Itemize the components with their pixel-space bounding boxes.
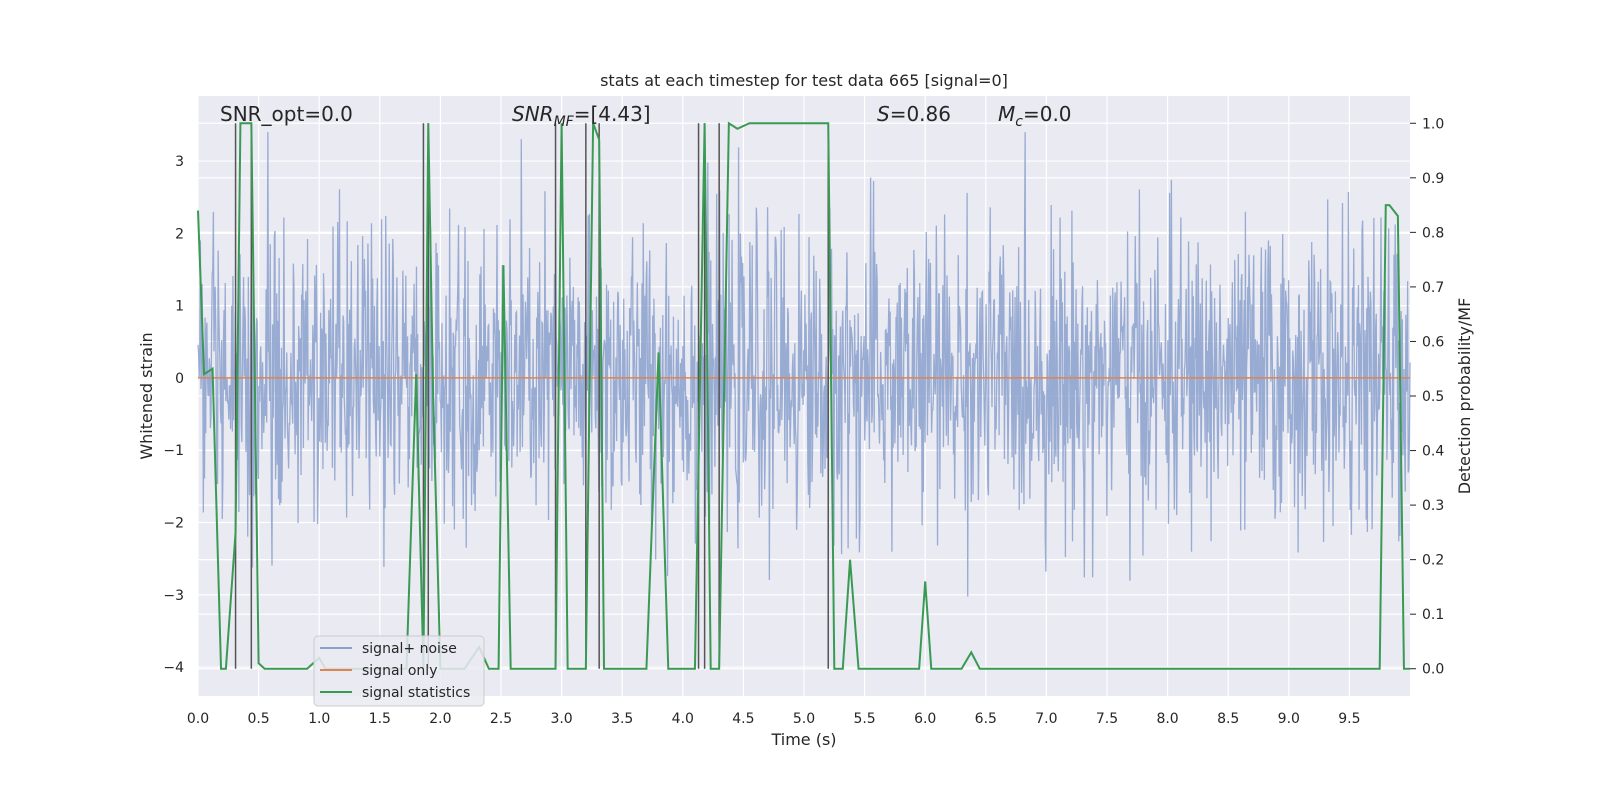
legend: signal+ noise signal only signal statist… — [313, 635, 485, 707]
annotation-snr-mf: SNRMF=[4.43] — [512, 102, 651, 130]
y-tick-label: 0 — [175, 371, 184, 387]
y2-tick-label: 0.5 — [1422, 389, 1444, 405]
y2-tick-label: 0.4 — [1422, 444, 1444, 460]
y2-ticks: 1.0 0.9 0.8 0.7 0.6 0.5 0.4 0.3 0.2 0.1 0.0 — [1410, 116, 1444, 678]
mc-sub: c — [1015, 114, 1023, 130]
x-tick-label: 9.0 — [1278, 711, 1300, 727]
x-tick-label: 1.0 — [308, 711, 330, 727]
snr-mf-base: SNR — [512, 102, 554, 126]
y2-axis-label: Detection probability/MF — [1455, 298, 1474, 495]
y-tick-label: −2 — [163, 516, 184, 532]
chart-title: stats at each timestep for test data 665… — [600, 71, 1008, 90]
x-tick-label: 1.5 — [369, 711, 391, 727]
annotation-s: S=0.86 — [877, 102, 951, 126]
x-tick-label: 2.0 — [429, 711, 451, 727]
x-tick-label: 7.0 — [1035, 711, 1057, 727]
x-tick-label: 0.5 — [247, 711, 269, 727]
x-tick-label: 5.5 — [853, 711, 875, 727]
legend-label-signal-statistics: signal statistics — [362, 685, 470, 701]
y-ticks: 3 2 1 0 −1 −2 −3 −4 — [163, 154, 184, 676]
y2-tick-label: 0.0 — [1422, 662, 1444, 678]
y2-tick-label: 0.8 — [1422, 225, 1444, 241]
noise-series-layer — [197, 132, 1411, 597]
legend-label-signal-noise: signal+ noise — [362, 641, 457, 657]
x-tick-label: 9.5 — [1338, 711, 1360, 727]
y2-tick-label: 0.7 — [1422, 280, 1444, 296]
y-tick-label: −3 — [163, 588, 184, 604]
legend-box — [313, 635, 485, 707]
x-tick-label: 0.0 — [187, 711, 209, 727]
y2-tick-label: 0.6 — [1422, 334, 1444, 350]
x-tick-label: 4.0 — [672, 711, 694, 727]
s-symbol: S — [877, 102, 890, 126]
snr-mf-value: =[4.43] — [574, 102, 651, 126]
x-axis-label: Time (s) — [770, 730, 836, 749]
y-axis-label: Whitened strain — [137, 332, 156, 459]
y2-tick-label: 1.0 — [1422, 116, 1444, 132]
y2-tick-label: 0.9 — [1422, 171, 1444, 187]
s-value: =0.86 — [890, 102, 951, 126]
y2-tick-label: 0.3 — [1422, 498, 1444, 514]
signal-statistics-layer — [197, 121, 1410, 670]
x-tick-label: 3.5 — [611, 711, 633, 727]
annotation-snr-opt: SNR_opt=0.0 — [220, 102, 353, 126]
mc-value: =0.0 — [1023, 102, 1072, 126]
y2-tick-label: 0.2 — [1422, 553, 1444, 569]
y-tick-label: 2 — [175, 226, 184, 242]
x-tick-label: 2.5 — [490, 711, 512, 727]
series-signal-statistics — [197, 121, 1410, 670]
x-tick-label: 6.0 — [914, 711, 936, 727]
annotation-mc: Mc=0.0 — [998, 102, 1072, 130]
x-ticks: 0.0 0.5 1.0 1.5 2.0 2.5 3.0 3.5 4.0 4.5 5.0 5.5 6.0 6… — [187, 711, 1361, 727]
y2-tick-label: 0.1 — [1422, 607, 1444, 623]
x-tick-label: 8.0 — [1156, 711, 1178, 727]
series-signal-noise — [197, 132, 1411, 597]
x-tick-label: 4.5 — [732, 711, 754, 727]
y-tick-label: −4 — [163, 660, 184, 676]
y-tick-label: 3 — [175, 154, 184, 170]
x-tick-label: 6.5 — [975, 711, 997, 727]
x-tick-label: 8.5 — [1217, 711, 1239, 727]
snr-mf-sub: MF — [554, 114, 575, 130]
x-tick-label: 7.5 — [1096, 711, 1118, 727]
legend-label-signal-only: signal only — [362, 663, 437, 679]
y-tick-label: −1 — [163, 443, 184, 459]
y-tick-label: 1 — [175, 299, 184, 315]
x-tick-label: 3.0 — [550, 711, 572, 727]
x-tick-label: 5.0 — [793, 711, 815, 727]
mc-base: M — [998, 102, 1015, 126]
